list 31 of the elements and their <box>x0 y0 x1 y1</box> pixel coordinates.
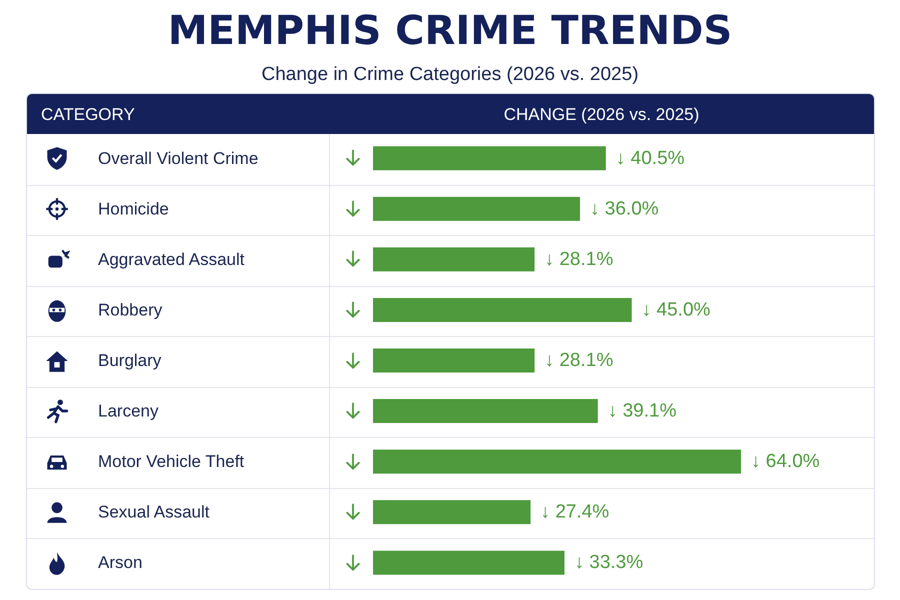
bar <box>373 399 598 424</box>
data-label: ↓ 40.5% <box>616 148 685 169</box>
bar <box>373 298 632 322</box>
data-label: ↓ 28.1% <box>544 248 614 270</box>
y-tick-label: Overall Violent Crime <box>98 148 258 168</box>
y-tick-label: Larceny <box>98 402 159 421</box>
bar <box>373 247 535 272</box>
bar <box>373 550 564 575</box>
chart-title: MEMPHIS CRIME TRENDS <box>166 8 734 54</box>
data-label: ↓ 27.4% <box>540 502 610 523</box>
data-label: ↓ 33.3% <box>574 552 644 574</box>
bar <box>373 450 741 474</box>
chart-subtitle: Change in Crime Categories (2026 vs. 2025) <box>260 64 640 86</box>
y-tick-label: Motor Vehicle Theft <box>98 452 244 472</box>
bar <box>373 196 580 221</box>
data-label: ↓ 36.0% <box>590 198 659 220</box>
data-label: ↓ 64.0% <box>751 451 820 472</box>
x-axis-title: CHANGE (2026 vs. 2025) <box>502 105 700 125</box>
y-tick-label: Burglary <box>98 351 162 370</box>
y-tick-label: Sexual Assault <box>98 502 210 522</box>
y-tick-label: Robbery <box>98 300 163 320</box>
y-axis-title: CATEGORY <box>41 105 135 125</box>
data-label: ↓ 28.1% <box>544 350 614 371</box>
bar <box>373 146 606 170</box>
data-label: ↓ 45.0% <box>642 299 711 320</box>
data-label: ↓ 39.1% <box>608 400 677 422</box>
y-tick-label: Aggravated Assault <box>98 250 245 269</box>
bar <box>373 348 535 372</box>
y-tick-label: Arson <box>98 553 142 572</box>
y-tick-label: Homicide <box>98 199 169 218</box>
bar <box>373 500 531 524</box>
